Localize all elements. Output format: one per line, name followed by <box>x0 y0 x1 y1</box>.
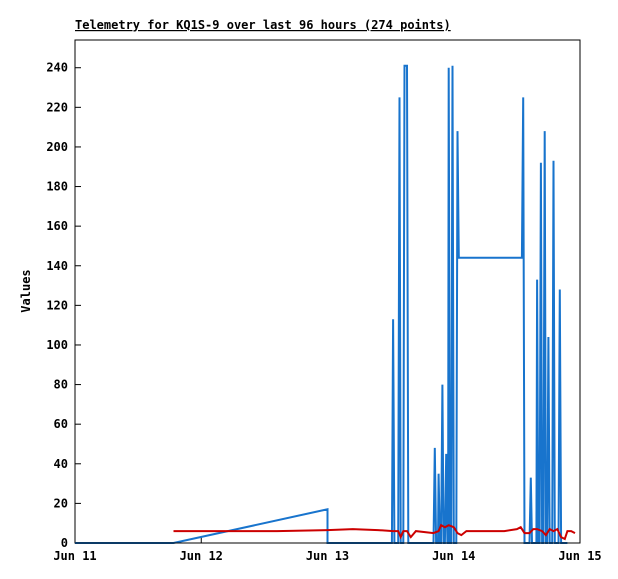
y-tick-label: 100 <box>46 338 68 352</box>
chart-title: Telemetry for KQ1S-9 over last 96 hours … <box>75 18 451 32</box>
axis-ticks: 0 20 40 60 80 100 120 140 160 180 200 220 240 Jun 11 J… <box>46 61 601 563</box>
x-tick-label: Jun 13 <box>306 549 349 563</box>
x-tick-label: Jun 15 <box>558 549 601 563</box>
y-tick-label: 160 <box>46 219 68 233</box>
x-tick-label: Jun 12 <box>180 549 223 563</box>
y-tick-label: 20 <box>54 496 68 510</box>
x-tick-label: Jun 11 <box>53 549 96 563</box>
x-tick-label: Jun 14 <box>432 549 475 563</box>
y-axis-label: Values <box>19 269 33 312</box>
plot-border <box>74 39 581 544</box>
y-tick-label: 120 <box>46 298 68 312</box>
y-tick-label: 240 <box>46 61 68 75</box>
y-tick-label: 0 <box>61 536 68 550</box>
series-blue-values <box>75 64 568 544</box>
y-tick-label: 180 <box>46 180 68 194</box>
y-tick-label: 80 <box>54 378 68 392</box>
y-tick-label: 140 <box>46 259 68 273</box>
y-tick-label: 220 <box>46 100 68 114</box>
data-series <box>75 64 576 544</box>
y-tick-label: 200 <box>46 140 68 154</box>
series-red-values <box>173 523 576 541</box>
y-tick-label: 60 <box>54 417 68 431</box>
y-tick-label: 40 <box>54 457 68 471</box>
